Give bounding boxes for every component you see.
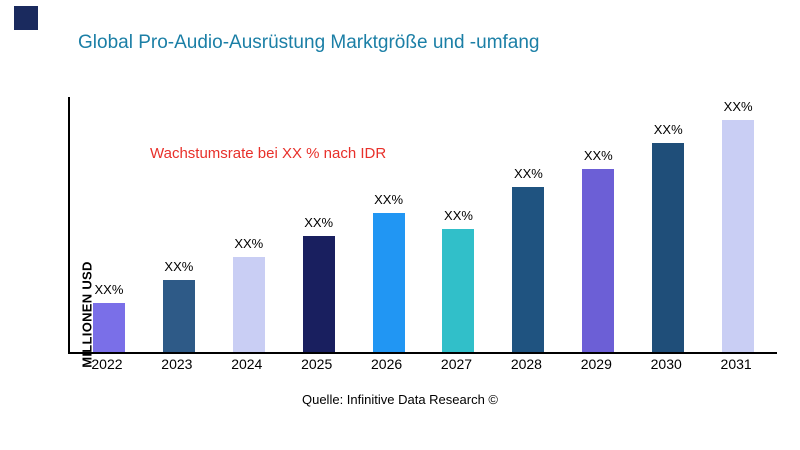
bar-value-label: XX% [723, 99, 753, 115]
x-tick-label: 2031 [720, 356, 752, 372]
bar-value-label: XX% [444, 208, 473, 224]
bar [372, 212, 405, 352]
bar-value-label: XX% [374, 191, 404, 207]
plot-area: MILLIONEN USD Wachstumsrate bei XX % nac… [68, 97, 777, 368]
x-tick-label: 2028 [510, 356, 542, 372]
bar-value-label: XX% [513, 166, 543, 182]
bar-value-label: XX% [234, 235, 264, 251]
bar-column: XX% [633, 97, 703, 352]
bar [512, 187, 545, 352]
bar-value-label: XX% [304, 215, 334, 231]
source-caption: Quelle: Infinitive Data Research © [301, 392, 498, 407]
x-tick-label: 2025 [301, 356, 333, 372]
bar-column: XX% [144, 97, 214, 352]
growth-rate-annotation: Wachstumsrate bei XX % nach IDR [150, 145, 387, 162]
bar-value-label: XX% [164, 259, 194, 275]
bar [582, 168, 615, 352]
bar-column: XX% [424, 97, 494, 352]
bar [442, 229, 475, 352]
x-tick-label: 2030 [650, 356, 682, 372]
bar-column: XX% [284, 97, 354, 352]
chart-title: Global Pro-Audio-Ausrüstung Marktgröße u… [78, 32, 540, 53]
bar [652, 143, 685, 352]
bar-column: XX% [703, 97, 773, 352]
x-tick-label: 2027 [440, 356, 473, 372]
x-axis-tick-labels: 2022 2023 2024 2025 2026 2027 2028 2029 2030 2031 [68, 356, 775, 372]
bars-container: XX% XX% XX% XX% XX% XX% XX% XX% XX% XX% [70, 97, 777, 352]
bar-value-label: XX% [583, 147, 613, 163]
bar-value-label: XX% [94, 282, 124, 298]
bar-column: XX% [74, 97, 144, 352]
brand-logo-square [14, 6, 38, 30]
bar [162, 280, 195, 352]
bar-column: XX% [563, 97, 633, 352]
bar-value-label: XX% [653, 122, 683, 138]
bar [302, 236, 335, 352]
x-tick-label: 2029 [580, 356, 612, 372]
bar [722, 120, 755, 352]
x-tick-label: 2022 [91, 356, 123, 372]
bar-column: XX% [493, 97, 563, 352]
bar [92, 303, 125, 352]
x-tick-label: 2023 [161, 356, 193, 372]
bar [232, 256, 265, 352]
bar-column: XX% [354, 97, 424, 352]
x-tick-label: 2024 [231, 356, 263, 372]
bar-column: XX% [214, 97, 284, 352]
x-tick-label: 2026 [371, 356, 403, 372]
